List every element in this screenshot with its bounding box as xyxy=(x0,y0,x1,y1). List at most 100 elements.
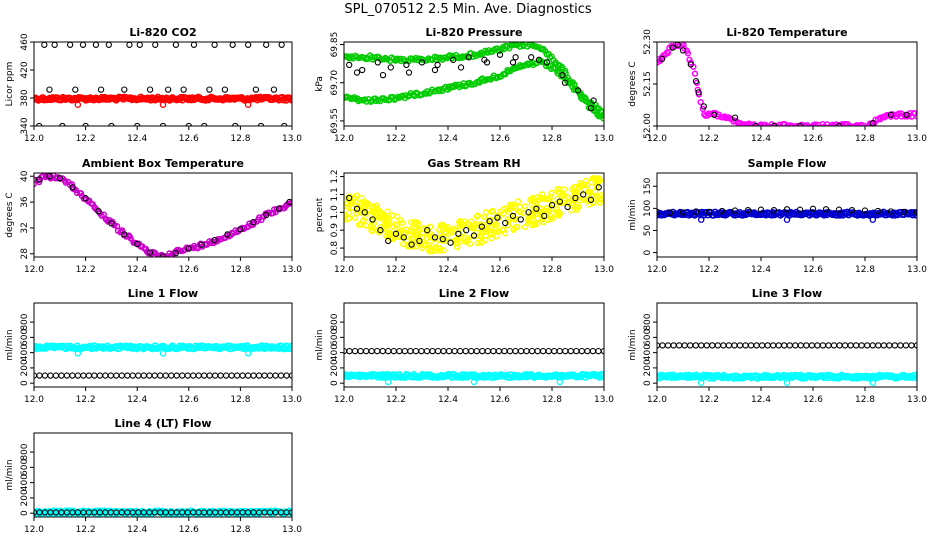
data-point xyxy=(679,47,687,54)
data-point xyxy=(703,342,710,349)
data-point xyxy=(588,193,595,200)
plot-frame xyxy=(656,302,918,388)
data-point xyxy=(562,347,569,355)
data-point xyxy=(596,177,604,184)
data-point xyxy=(440,247,447,254)
data-point xyxy=(51,42,58,48)
x-tick-label: 13.0 xyxy=(907,395,927,405)
x-tick-label: 12.0 xyxy=(647,134,667,144)
data-point xyxy=(63,372,71,379)
data-point xyxy=(543,59,550,66)
data-point xyxy=(911,371,917,379)
data-point xyxy=(822,206,830,213)
data-point xyxy=(783,379,791,386)
data-point xyxy=(796,206,804,213)
data-point xyxy=(556,198,563,205)
data-point xyxy=(255,372,263,379)
data-point xyxy=(858,342,865,349)
y-tick-label: 0 xyxy=(330,380,340,386)
data-point xyxy=(36,372,43,379)
data-point xyxy=(731,342,738,349)
data-point xyxy=(809,205,817,212)
data-point xyxy=(427,223,434,230)
data-point xyxy=(373,202,380,209)
data-point xyxy=(781,342,788,349)
data-point xyxy=(232,122,239,126)
x-tick-label: 12.8 xyxy=(230,134,250,144)
data-point xyxy=(700,103,707,110)
series-cyan-band xyxy=(657,371,917,386)
plot-area xyxy=(657,42,917,126)
data-point xyxy=(539,347,547,355)
series-black-points xyxy=(34,509,292,516)
data-point xyxy=(416,237,423,245)
data-point xyxy=(357,221,364,228)
data-point xyxy=(697,216,705,223)
data-point xyxy=(529,212,536,219)
data-point xyxy=(465,54,472,61)
chart-title: Li-820 Pressure xyxy=(426,26,523,39)
y-tick-label: 1.2 xyxy=(330,169,340,183)
data-point xyxy=(151,372,158,379)
data-point xyxy=(105,42,112,48)
data-point xyxy=(501,347,508,355)
data-point xyxy=(887,208,895,215)
data-point xyxy=(797,342,804,349)
data-point xyxy=(537,194,544,201)
data-point xyxy=(887,111,895,118)
data-point xyxy=(52,372,60,379)
data-point xyxy=(553,205,560,212)
y-tick-label: 32 xyxy=(20,222,30,233)
x-tick-label: 12.8 xyxy=(542,395,562,405)
data-point xyxy=(545,195,553,203)
y-tick-label: 800 xyxy=(643,313,653,330)
data-point xyxy=(697,379,705,386)
data-point xyxy=(82,195,89,202)
data-point xyxy=(468,218,475,225)
data-point xyxy=(825,342,832,349)
plot-area xyxy=(657,205,917,223)
data-point xyxy=(561,79,569,86)
data-point xyxy=(744,206,752,214)
data-point xyxy=(190,42,198,48)
y-tick-label: 600 xyxy=(20,459,30,476)
x-tick-label: 12.6 xyxy=(179,134,199,144)
data-point xyxy=(814,124,820,126)
data-point xyxy=(211,372,219,379)
chart-panel-10: Line 4 (LT) Flow 12.0 12.2 12.4 12.6 12.8 13.0… xyxy=(5,417,302,535)
data-point xyxy=(345,215,352,222)
x-tick-label: 12.8 xyxy=(542,134,562,144)
data-point xyxy=(257,122,265,126)
data-point xyxy=(900,208,908,216)
data-point xyxy=(136,42,143,48)
series-cyan-band xyxy=(34,342,292,357)
data-point xyxy=(675,342,683,349)
data-point xyxy=(812,121,819,126)
data-point xyxy=(819,342,827,349)
data-point xyxy=(714,342,722,349)
data-point xyxy=(107,372,115,379)
data-point xyxy=(184,372,191,379)
y-tick-label: 400 xyxy=(20,474,30,491)
y-tick-label: 600 xyxy=(643,329,653,346)
data-point xyxy=(74,101,82,108)
data-point xyxy=(127,235,134,242)
data-point xyxy=(357,347,364,355)
y-tick-label: 69.85 xyxy=(330,32,340,58)
y-axis-label: degrees C xyxy=(628,61,638,106)
data-point xyxy=(742,342,749,349)
plot-frame xyxy=(33,432,293,518)
data-point xyxy=(424,227,431,234)
data-point xyxy=(244,42,252,48)
y-axis-label: ml/min xyxy=(315,329,325,360)
data-point xyxy=(74,372,82,379)
x-tick-label: 12.8 xyxy=(230,395,250,405)
data-point xyxy=(435,226,443,233)
data-point xyxy=(479,347,486,355)
x-tick-label: 12.8 xyxy=(855,395,875,405)
data-point xyxy=(382,220,389,227)
data-point xyxy=(577,179,584,187)
data-point xyxy=(533,205,540,212)
data-point xyxy=(528,347,536,355)
